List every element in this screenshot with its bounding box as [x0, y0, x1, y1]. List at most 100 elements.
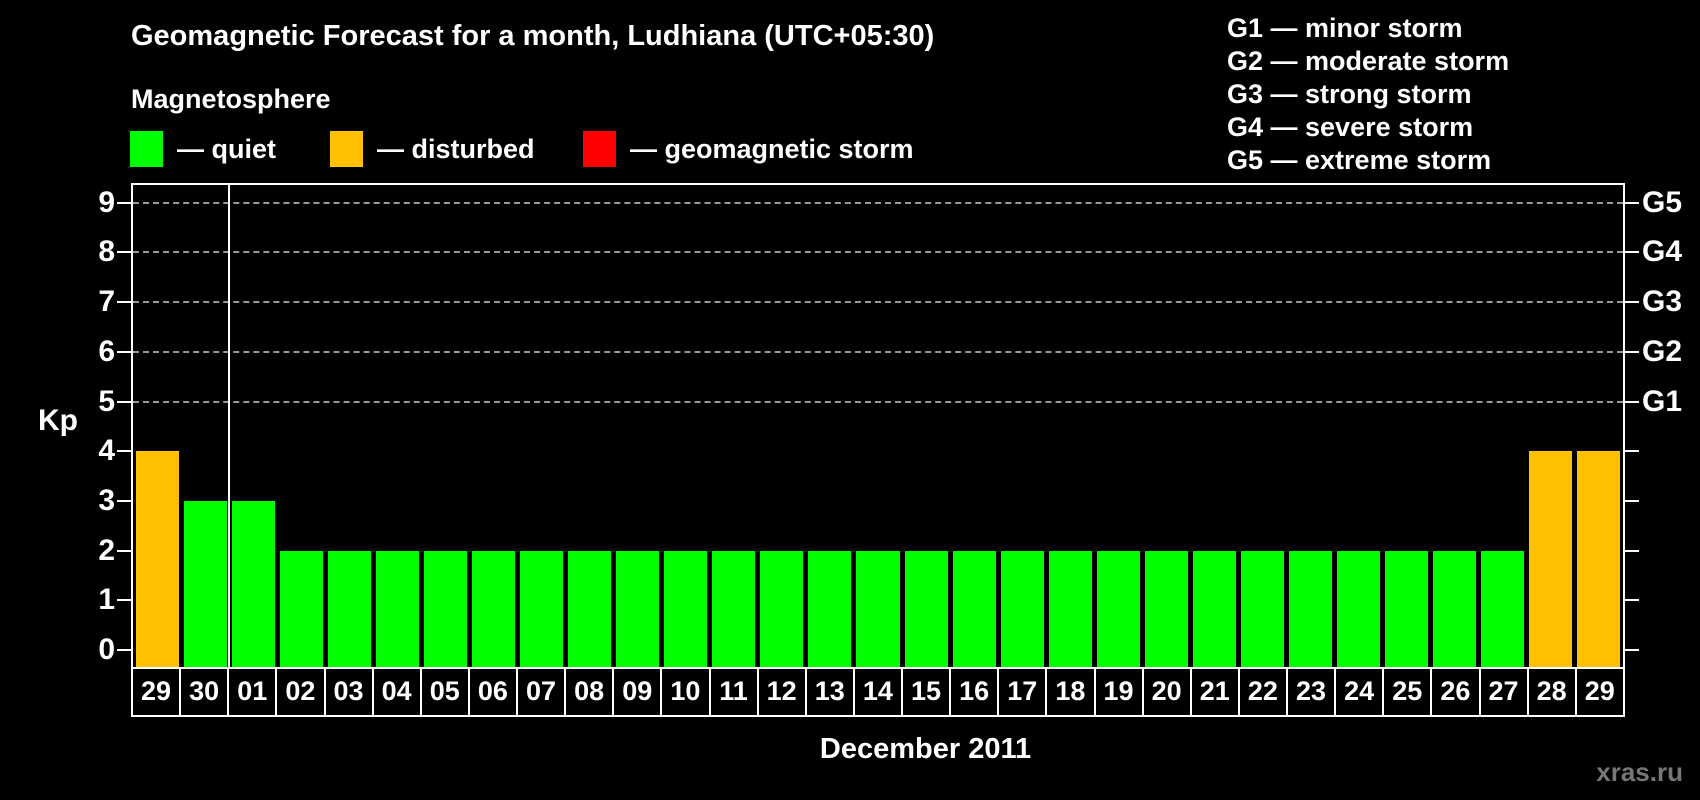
- magnetosphere-label: Magnetosphere: [131, 84, 331, 114]
- y-tick-left-9: [117, 202, 131, 204]
- y-tick-right-8: [1625, 251, 1639, 253]
- bar-slot-24: [1335, 185, 1383, 667]
- storm-scale-legend: G1 — minor storm G2 — moderate storm G3 …: [1227, 12, 1509, 177]
- disturbed-color-swatch: [330, 131, 363, 167]
- kp-bar-day-03: [327, 551, 371, 667]
- gridline-kp7: [133, 301, 1623, 303]
- kp-bar-day-10: [664, 551, 708, 667]
- kp-bar-day-11: [712, 551, 756, 667]
- y-tick-left-7: [117, 301, 131, 303]
- day-label-27: 27: [1478, 667, 1529, 717]
- y-tick-right-6: [1625, 351, 1639, 353]
- y-tick-right-4: [1625, 450, 1639, 452]
- kp-bar-day-04: [375, 551, 419, 667]
- watermark: xras.ru: [1596, 757, 1683, 787]
- y-tick-right-5: [1625, 401, 1639, 403]
- kp-bar-day-02: [279, 551, 323, 667]
- day-label-16: 16: [949, 667, 1000, 717]
- y-tick-right-9: [1625, 202, 1639, 204]
- bar-slot-16: [950, 185, 998, 667]
- day-label-11: 11: [708, 667, 759, 717]
- y-tick-label-9: 9: [98, 186, 115, 219]
- legend-item-quiet: — quiet: [130, 131, 276, 167]
- bar-slot-19: [1094, 185, 1142, 667]
- bar-slot-10: [662, 185, 710, 667]
- kp-bar-day-07: [520, 551, 564, 667]
- bar-slot-22: [1238, 185, 1286, 667]
- day-label-19: 19: [1093, 667, 1144, 717]
- x-axis-day-labels: 29 30 01 02 03 04 05 06 07 08 09 10 11 12 13 14 15 16 17 18…: [131, 667, 1625, 717]
- day-label-03: 03: [323, 667, 374, 717]
- kp-bar-day-19: [1096, 551, 1140, 667]
- bar-slot-12: [758, 185, 806, 667]
- kp-bar-day-27: [1481, 551, 1525, 667]
- bar-slot-03: [325, 185, 373, 667]
- legend-item-storm: — geomagnetic storm: [583, 131, 914, 167]
- day-label-17: 17: [997, 667, 1048, 717]
- day-label-10: 10: [660, 667, 711, 717]
- kp-bar-day-24: [1337, 551, 1381, 667]
- gridline-kp5: [133, 401, 1623, 403]
- day-label-05: 05: [419, 667, 470, 717]
- y-tick-label-3: 3: [98, 484, 115, 517]
- kp-bar-day-29: [135, 451, 179, 667]
- day-label-04: 04: [371, 667, 422, 717]
- kp-bar-day-25: [1385, 551, 1429, 667]
- day-label-07: 07: [516, 667, 567, 717]
- bar-slot-30: [181, 185, 229, 667]
- quiet-color-swatch: [130, 131, 163, 167]
- bar-slot-06: [469, 185, 517, 667]
- gridline-kp6: [133, 351, 1623, 353]
- day-label-01: 01: [227, 667, 278, 717]
- bar-slot-08: [566, 185, 614, 667]
- y-tick-right-2: [1625, 550, 1639, 552]
- bar-slot-07: [518, 185, 566, 667]
- day-label-28: 28: [1526, 667, 1577, 717]
- storm-legend-g5: G5 — extreme storm: [1227, 145, 1492, 175]
- day-label-22: 22: [1237, 667, 1288, 717]
- bar-slot-27: [1479, 185, 1527, 667]
- day-label-21: 21: [1189, 667, 1240, 717]
- day-label-24: 24: [1334, 667, 1385, 717]
- bar-slot-29: [133, 185, 181, 667]
- kp-bar-day-17: [1000, 551, 1044, 667]
- day-label-13: 13: [804, 667, 855, 717]
- kp-bar-day-23: [1289, 551, 1333, 667]
- bar-slot-05: [421, 185, 469, 667]
- y-tick-right-1: [1625, 599, 1639, 601]
- gridline-kp8: [133, 251, 1623, 253]
- y-tick-right-3: [1625, 500, 1639, 502]
- day-label-14: 14: [852, 667, 903, 717]
- kp-bar-day-14: [856, 551, 900, 667]
- bar-slot-20: [1142, 185, 1190, 667]
- y-tick-left-2: [117, 550, 131, 552]
- day-label-09: 09: [612, 667, 663, 717]
- kp-bar-day-09: [616, 551, 660, 667]
- gridline-kp9: [133, 202, 1623, 204]
- kp-bar-day-05: [423, 551, 467, 667]
- kp-bar-day-16: [952, 551, 996, 667]
- kp-bar-day-21: [1192, 551, 1236, 667]
- bar-slot-11: [710, 185, 758, 667]
- g-scale-label-g4: G4: [1642, 235, 1683, 268]
- bars-container: [133, 185, 1623, 667]
- kp-bar-day-12: [760, 551, 804, 667]
- bar-slot-17: [998, 185, 1046, 667]
- bar-slot-29: [1575, 185, 1623, 667]
- y-tick-right-0: [1625, 649, 1639, 651]
- legend-label-disturbed: — disturbed: [377, 134, 535, 164]
- kp-bar-day-26: [1433, 551, 1477, 667]
- kp-bar-day-01: [231, 501, 275, 667]
- day-label-30: 30: [179, 667, 230, 717]
- day-label-08: 08: [564, 667, 615, 717]
- y-tick-label-0: 0: [98, 633, 115, 666]
- kp-bar-day-15: [904, 551, 948, 667]
- y-tick-label-2: 2: [98, 534, 115, 567]
- kp-bar-day-28: [1529, 451, 1573, 667]
- y-tick-left-6: [117, 351, 131, 353]
- y-tick-left-5: [117, 401, 131, 403]
- kp-bar-day-06: [471, 551, 515, 667]
- day-label-18: 18: [1045, 667, 1096, 717]
- y-tick-left-8: [117, 251, 131, 253]
- legend-item-disturbed: — disturbed: [330, 131, 535, 167]
